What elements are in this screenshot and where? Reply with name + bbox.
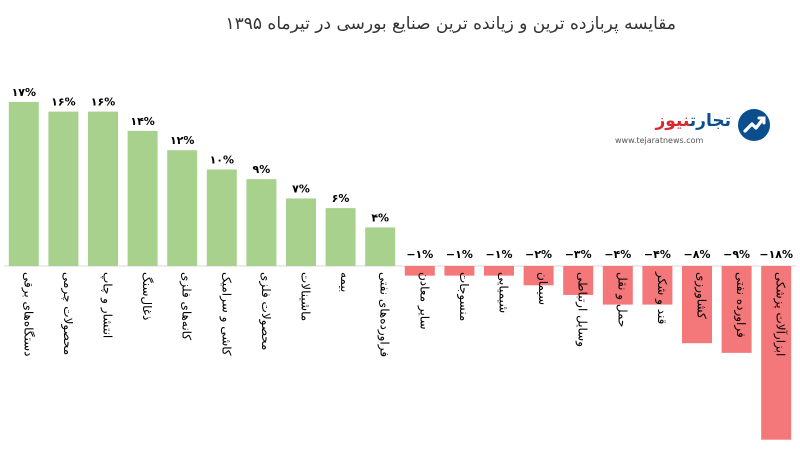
data-label-10: ۴% (371, 211, 389, 224)
category-label-8: ماشینالات (299, 272, 313, 321)
category-label-20: ابزارآلات پزشکی (773, 272, 789, 356)
bar-12 (444, 266, 475, 276)
tejarat-news-logo-icon (738, 109, 770, 141)
data-label-13: −۱% (486, 248, 513, 261)
data-label-1: ۱۷% (12, 86, 36, 99)
data-label-18: −۸% (684, 248, 711, 261)
bar-3 (88, 111, 118, 266)
category-label-13: شیمیایی (497, 272, 511, 313)
chart-title: مقایسه پربازده ترین و زیانده ترین صنایع … (225, 14, 676, 34)
data-label-2: ۱۶% (51, 96, 75, 109)
category-label-15: وسایل ارتباطی (575, 272, 590, 347)
category-label-14: سیمان (536, 272, 550, 305)
data-label-20: −۱۸% (759, 248, 793, 261)
bar-5 (167, 150, 198, 266)
logo-name-part1: تجارت (689, 111, 731, 131)
logo-name-part2: نیوز (655, 111, 690, 131)
data-label-5: ۱۲% (170, 134, 194, 147)
category-label-10: فراورده‌های نفتی (377, 272, 392, 357)
bar-7 (246, 179, 277, 266)
data-label-7: ۹% (253, 163, 271, 176)
category-label-4: ذغال‌سنگ (140, 272, 154, 320)
bar-4 (127, 130, 158, 266)
category-label-2: محصولات چرمی (60, 272, 75, 355)
data-label-12: −۱% (446, 248, 473, 261)
category-label-9: بیمه (338, 272, 352, 292)
bar-15 (563, 266, 594, 295)
data-label-17: −۴% (644, 248, 671, 261)
category-label-7: محصولات فلزی (258, 272, 273, 350)
data-label-8: ۷% (292, 182, 310, 195)
category-label-19: فراورده نفتی (733, 272, 748, 338)
bar-1 (8, 101, 39, 266)
data-label-3: ۱۶% (91, 96, 115, 109)
bar-18 (682, 266, 712, 344)
bar-13 (484, 266, 514, 276)
data-label-6: ۱۰% (210, 154, 234, 167)
category-label-6: کاشی و سرامیک (218, 272, 233, 356)
bar-17 (642, 266, 673, 305)
bar-19 (721, 266, 752, 353)
bar-10 (365, 227, 396, 266)
data-label-9: ۶% (332, 192, 350, 205)
bar-11 (404, 266, 435, 276)
bar-14 (523, 266, 554, 286)
data-label-16: −۴% (604, 248, 631, 261)
data-label-11: −۱% (406, 248, 433, 261)
logo-text: تجارتنیوز (655, 111, 731, 131)
brand-logo: تجارتنیوز www.tejaratnews.com (611, 108, 771, 148)
data-label-15: −۳% (565, 248, 592, 261)
bar-8 (286, 198, 316, 266)
category-label-11: سایر معادن (416, 272, 431, 330)
category-label-1: دستگاه‌های برقی (20, 272, 35, 356)
category-label-16: حمل و نقل (614, 272, 629, 327)
data-label-19: −۹% (723, 248, 750, 261)
bar-9 (325, 208, 356, 266)
bar-2 (48, 111, 79, 266)
logo-url: www.tejaratnews.com (615, 136, 704, 145)
bar-16 (602, 266, 633, 305)
data-label-4: ۱۴% (130, 115, 154, 128)
bar-20 (761, 266, 792, 440)
data-label-14: −۲% (525, 248, 552, 261)
category-label-17: قند و شکر (654, 271, 669, 324)
category-label-5: کانه‌های فلزی (179, 272, 194, 340)
category-label-12: منسوجات (456, 272, 471, 321)
bar-6 (206, 169, 237, 266)
category-label-3: انتشار و چاپ (100, 272, 115, 338)
category-label-18: کشاورزی (694, 272, 709, 319)
